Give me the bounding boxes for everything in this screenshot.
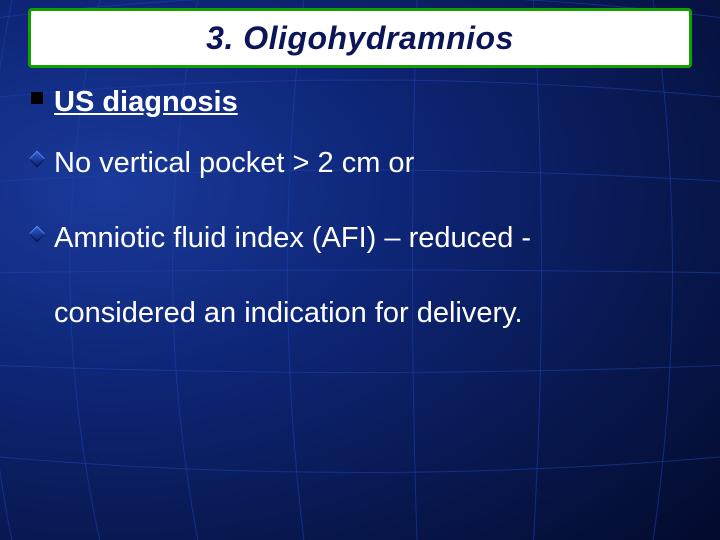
square-bullet-icon [20, 86, 54, 104]
continuation-text: considered an indication for delivery. [20, 297, 700, 330]
item-text: No vertical pocket > 2 cm or [54, 147, 700, 180]
diamond-bullet-icon [20, 222, 54, 240]
slide-title: 3. Oligohydramnios [206, 20, 514, 57]
title-box: 3. Oligohydramnios [28, 8, 692, 68]
list-item: No vertical pocket > 2 cm or [20, 147, 700, 180]
slide: 3. Oligohydramnios US diagnosis No verti… [0, 0, 720, 540]
diamond-bullet-icon [20, 147, 54, 165]
item-text: Amniotic fluid index (AFI) – reduced - [54, 222, 700, 255]
content-area: US diagnosis No vertical pocket > 2 cm o… [20, 86, 700, 330]
heading-row: US diagnosis [20, 86, 700, 119]
heading-text: US diagnosis [54, 86, 700, 119]
list-item: Amniotic fluid index (AFI) – reduced - [20, 222, 700, 255]
